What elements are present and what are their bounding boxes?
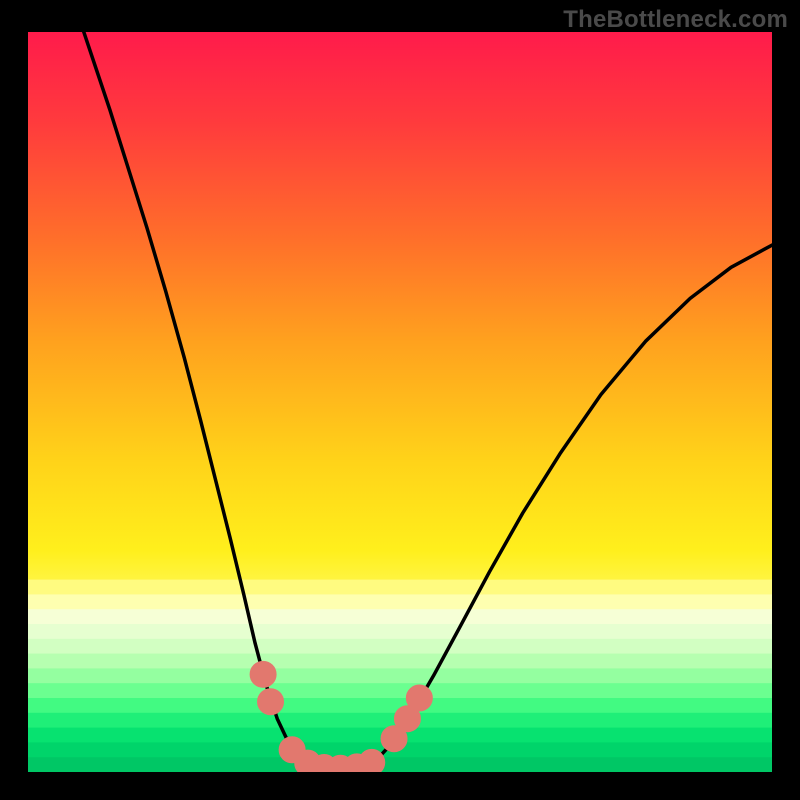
gradient-band [28,757,772,772]
gradient-band [28,668,772,683]
data-marker [406,685,432,711]
gradient-band [28,609,772,624]
gradient-band [28,594,772,609]
watermark-text: TheBottleneck.com [563,6,788,34]
gradient-band [28,624,772,639]
bottleneck-chart [28,32,772,772]
data-marker [258,689,284,715]
plot-area [28,32,772,772]
gradient-band [28,683,772,698]
chart-frame: TheBottleneck.com [0,0,800,800]
data-marker [250,661,276,687]
gradient-band [28,654,772,669]
gradient-band [28,580,772,595]
data-marker [359,749,385,772]
gradient-band [28,639,772,654]
